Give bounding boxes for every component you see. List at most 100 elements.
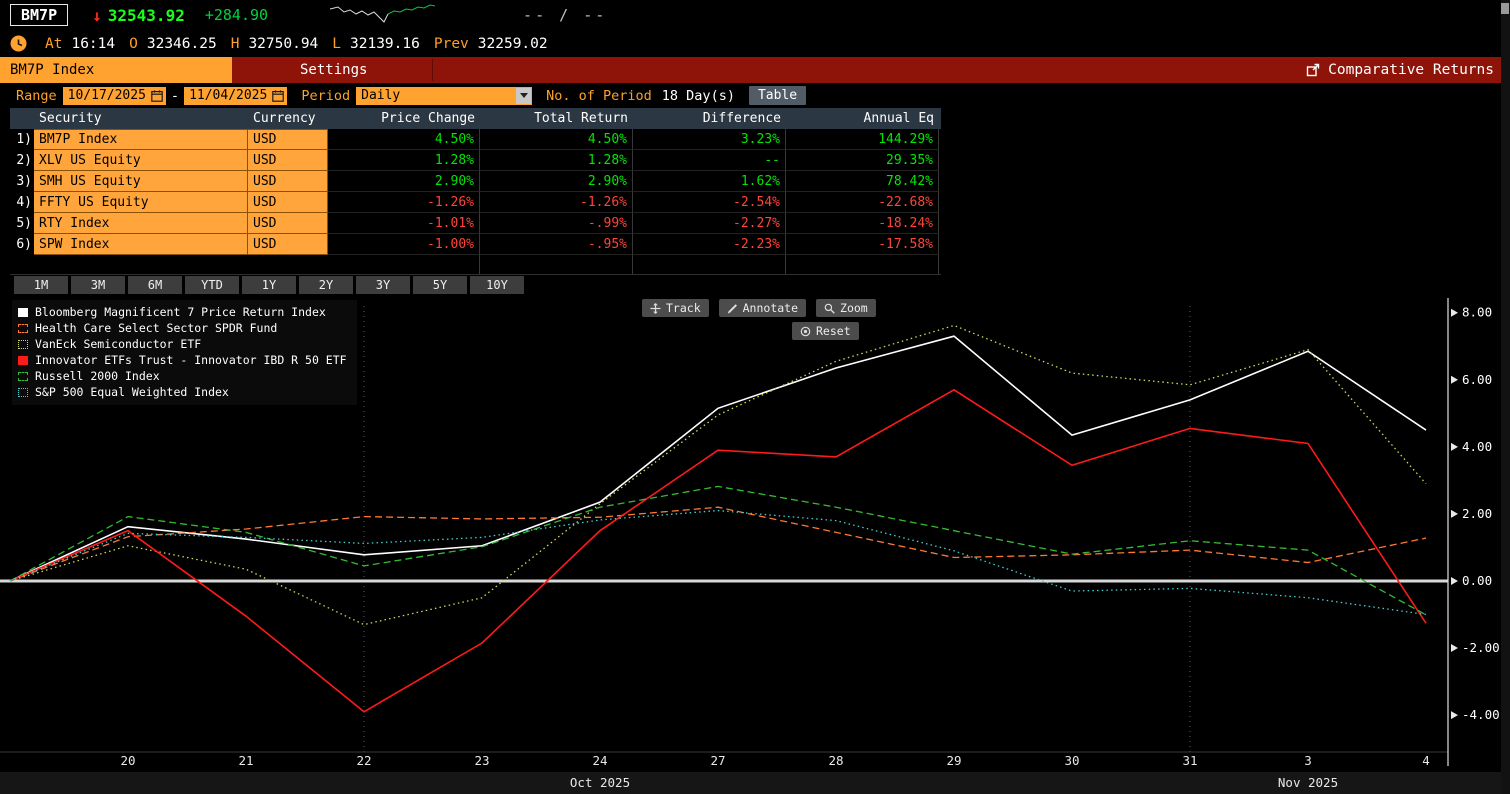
calendar-icon[interactable] xyxy=(151,89,163,106)
security-cell[interactable]: SMH US Equity xyxy=(34,171,248,192)
header-price-change[interactable]: Price Change xyxy=(381,111,475,126)
chart-series-line xyxy=(9,388,1427,713)
y-tick-arrow-icon xyxy=(1451,644,1458,653)
table-row[interactable]: 1) BM7P Index USD 4.50% 4.50% 3.23% 144.29% xyxy=(10,129,941,150)
reset-button[interactable]: Reset xyxy=(792,322,859,340)
legend-item[interactable]: Innovator ETFs Trust - Innovator IBD R 5… xyxy=(18,352,347,368)
at-label: At xyxy=(45,35,63,52)
reset-button-wrap: Reset xyxy=(792,322,859,340)
legend-item[interactable]: VanEck Semiconductor ETF xyxy=(18,336,347,352)
returns-table-body: 1) BM7P Index USD 4.50% 4.50% 3.23% 144.29% 2) X… xyxy=(10,129,941,255)
ticker-box[interactable]: BM7P xyxy=(10,4,69,26)
header-annual-eq[interactable]: Annual Eq xyxy=(863,111,934,126)
clock-icon xyxy=(10,35,27,52)
legend-label: S&P 500 Equal Weighted Index xyxy=(35,385,229,399)
table-row[interactable]: 5) RTY Index USD -1.01% -.99% -2.27% -18.24% xyxy=(10,213,941,234)
period-button-6m[interactable]: 6M xyxy=(128,275,182,294)
range-end-input[interactable]: 11/04/2025 xyxy=(184,86,288,106)
header-spacer xyxy=(10,108,34,129)
period-button-3y[interactable]: 3Y xyxy=(356,275,410,294)
header-total-return[interactable]: Total Return xyxy=(534,111,628,126)
x-axis-label: 3 xyxy=(1304,753,1312,768)
returns-chart[interactable]: 8.00 6.00 4.00 2.00 0.00 -2.00 -4.00 20 21 22 23 24… xyxy=(0,294,1510,794)
header-difference[interactable]: Difference xyxy=(702,111,781,126)
annotate-button-label: Annotate xyxy=(742,301,799,315)
scrollbar-thumb[interactable] xyxy=(1501,3,1509,14)
y-tick-arrow-icon xyxy=(1451,375,1458,384)
no-of-period-value: 18 Day(s) xyxy=(661,87,735,104)
currency-cell[interactable]: USD xyxy=(248,150,328,171)
legend-swatch xyxy=(18,371,28,381)
currency-cell[interactable]: USD xyxy=(248,234,328,255)
period-button-2y[interactable]: 2Y xyxy=(299,275,353,294)
x-axis-month-label: Nov 2025 xyxy=(1278,775,1338,790)
reset-button-label: Reset xyxy=(816,324,851,338)
table-row[interactable]: 2) XLV US Equity USD 1.28% 1.28% -- 29.35% xyxy=(10,150,941,171)
annotate-button[interactable]: Annotate xyxy=(718,299,807,317)
calendar-icon[interactable] xyxy=(272,89,285,106)
top-quote-bar: BM7P ↓ 32543.92 +284.90 -- / -- xyxy=(0,0,1510,30)
x-axis-label: 31 xyxy=(1182,753,1197,768)
currency-cell[interactable]: USD xyxy=(248,129,328,150)
difference-cell: -2.54% xyxy=(633,192,786,213)
table-row[interactable]: 4) FFTY US Equity USD -1.26% -1.26% -2.54% -22… xyxy=(10,192,941,213)
at-time: 16:14 xyxy=(71,35,116,52)
legend-item[interactable]: S&P 500 Equal Weighted Index xyxy=(18,384,347,400)
security-cell[interactable]: XLV US Equity xyxy=(34,150,248,171)
period-quick-buttons: 1M 3M 6M YTD 1Y 2Y 3Y 5Y 10Y xyxy=(0,275,1510,294)
track-button[interactable]: Track xyxy=(642,299,709,317)
header-security[interactable]: Security xyxy=(39,111,102,126)
total-return-cell: -1.26% xyxy=(480,192,633,213)
x-axis-label: 4 xyxy=(1422,753,1430,768)
high-value: 32750.94 xyxy=(248,35,319,52)
difference-cell: 3.23% xyxy=(633,129,786,150)
y-axis-label: 8.00 xyxy=(1462,305,1492,320)
security-cell[interactable]: RTY Index xyxy=(34,213,248,234)
table-row[interactable]: 6) SPW Index USD -1.00% -.95% -2.23% -17.58% xyxy=(10,234,941,255)
track-button-label: Track xyxy=(666,301,701,315)
function-title: Comparative Returns xyxy=(1328,62,1494,78)
legend-item[interactable]: Bloomberg Magnificent 7 Price Return Ind… xyxy=(18,304,347,320)
controls-row: Range 10/17/2025 - 11/04/2025 Period Dai… xyxy=(0,83,1510,108)
period-button-3m[interactable]: 3M xyxy=(71,275,125,294)
y-tick-arrow-icon xyxy=(1451,576,1458,585)
settings-menu-item[interactable]: Settings xyxy=(300,62,368,78)
security-cell[interactable]: FFTY US Equity xyxy=(34,192,248,213)
security-tab[interactable]: BM7P Index xyxy=(0,57,232,83)
scrollbar-track[interactable] xyxy=(1501,0,1510,794)
chart-series-line xyxy=(9,485,1427,616)
currency-cell[interactable]: USD xyxy=(248,192,328,213)
legend-item[interactable]: Russell 2000 Index xyxy=(18,368,347,384)
chart-series-line xyxy=(9,506,1427,582)
chart-area: 8.00 6.00 4.00 2.00 0.00 -2.00 -4.00 20 21 22 23 24… xyxy=(0,294,1510,794)
legend-item[interactable]: Health Care Select Sector SPDR Fund xyxy=(18,320,347,336)
legend-label: Russell 2000 Index xyxy=(35,369,160,383)
legend-label: Innovator ETFs Trust - Innovator IBD R 5… xyxy=(35,353,347,367)
currency-cell[interactable]: USD xyxy=(248,213,328,234)
period-button-5y[interactable]: 5Y xyxy=(413,275,467,294)
security-cell[interactable]: BM7P Index xyxy=(34,129,248,150)
range-start-input[interactable]: 10/17/2025 xyxy=(62,86,166,106)
chart-series-line xyxy=(9,509,1427,616)
legend-label: Health Care Select Sector SPDR Fund xyxy=(35,321,278,335)
period-button-ytd[interactable]: YTD xyxy=(185,275,239,294)
chart-series-line xyxy=(9,335,1427,582)
period-button-1y[interactable]: 1Y xyxy=(242,275,296,294)
export-icon[interactable] xyxy=(1306,63,1320,77)
total-return-cell: 1.28% xyxy=(480,150,633,171)
range-separator: - xyxy=(170,87,180,104)
period-button-10y[interactable]: 10Y xyxy=(470,275,524,294)
period-dropdown[interactable]: Daily xyxy=(356,86,533,105)
table-row[interactable]: 3) SMH US Equity USD 2.90% 2.90% 1.62% 78.42% xyxy=(10,171,941,192)
range-label: Range xyxy=(16,87,57,104)
legend-label: Bloomberg Magnificent 7 Price Return Ind… xyxy=(35,305,326,319)
period-button-1m[interactable]: 1M xyxy=(14,275,68,294)
row-number: 5) xyxy=(16,216,32,231)
table-view-button[interactable]: Table xyxy=(748,86,807,105)
header-currency[interactable]: Currency xyxy=(253,111,316,126)
chevron-down-icon[interactable] xyxy=(516,87,532,104)
security-cell[interactable]: SPW Index xyxy=(34,234,248,255)
zoom-button[interactable]: Zoom xyxy=(816,299,876,317)
low-label: L xyxy=(332,35,342,52)
currency-cell[interactable]: USD xyxy=(248,171,328,192)
